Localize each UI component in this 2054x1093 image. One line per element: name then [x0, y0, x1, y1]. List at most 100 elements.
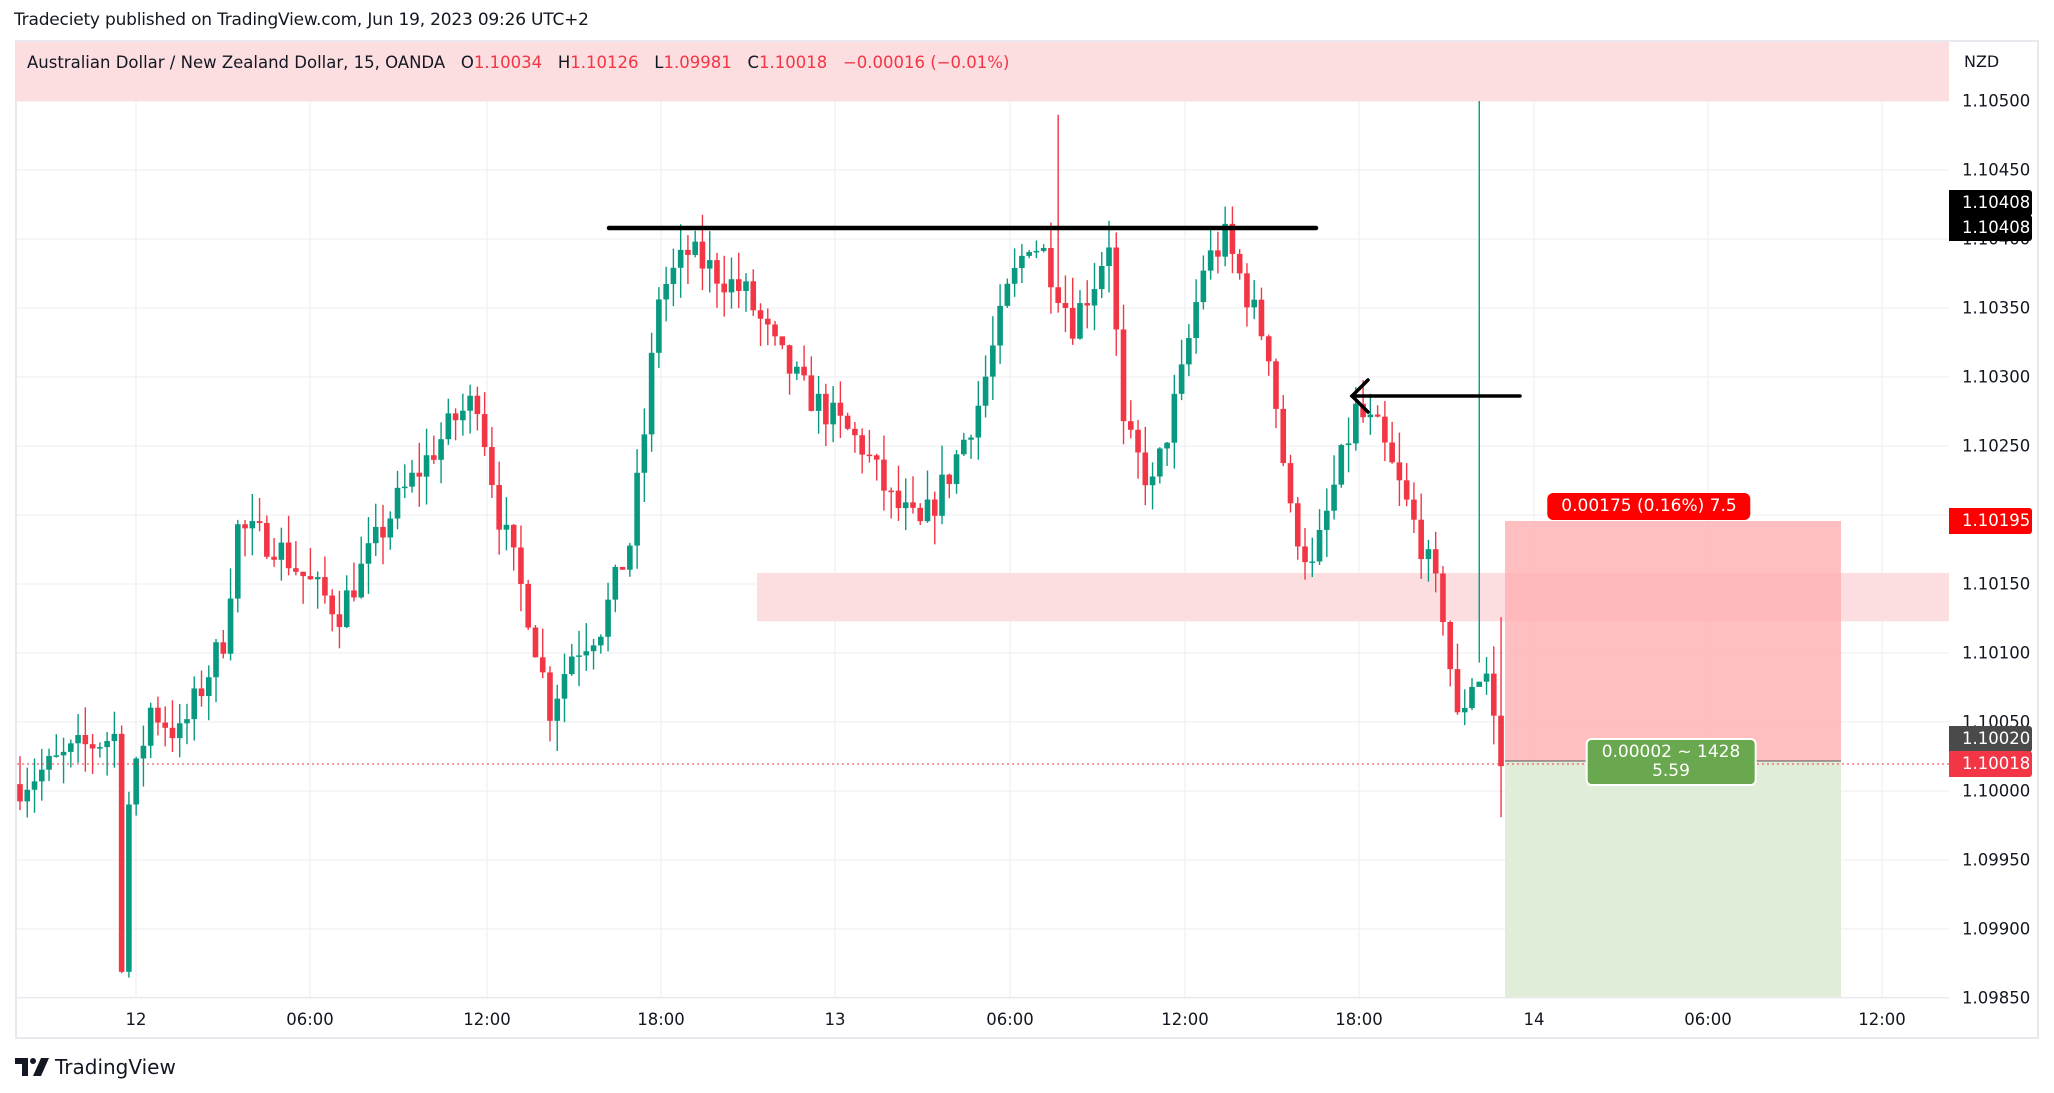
- candle-body: [118, 733, 125, 972]
- entry-label[interactable]: 0.00002 ~ 1428 5.59: [1585, 738, 1757, 786]
- candle-body: [844, 415, 851, 429]
- candle-body: [358, 563, 365, 598]
- candle-body: [764, 318, 771, 325]
- candle-body: [612, 566, 619, 600]
- candle-body: [191, 688, 198, 720]
- candle-body: [1033, 250, 1040, 253]
- candle-body: [474, 395, 481, 415]
- candle-body: [220, 642, 227, 654]
- candle-body: [881, 459, 887, 491]
- candle-body: [1309, 561, 1316, 563]
- candle-body: [329, 595, 335, 615]
- candle-body: [990, 345, 996, 377]
- candle-body: [1469, 686, 1475, 708]
- candle-body: [714, 260, 720, 284]
- price-tag-last: 1.10018: [1949, 751, 2032, 777]
- candle-body: [583, 651, 590, 656]
- time-tick-label: 13: [824, 1010, 846, 1029]
- price-tick-label: 1.09850: [1962, 988, 2031, 1008]
- candle-body: [1113, 247, 1120, 330]
- candle-body: [394, 487, 401, 519]
- time-tick-label: 12:00: [1161, 1010, 1209, 1029]
- open-value: 1.10034: [473, 53, 543, 72]
- candle-body: [213, 642, 219, 678]
- candle-body: [1265, 336, 1272, 362]
- candle-body: [794, 366, 800, 374]
- candle-body: [823, 393, 829, 425]
- candle-body: [815, 393, 822, 411]
- price-tick-label: 1.09900: [1962, 919, 2031, 939]
- candle-body: [1418, 519, 1424, 560]
- candle-body: [380, 526, 386, 538]
- candle-body: [60, 751, 67, 756]
- candle-body: [772, 324, 778, 337]
- time-tick-label: 18:00: [637, 1010, 685, 1029]
- candle-body: [1077, 303, 1083, 339]
- candle-body: [1215, 250, 1221, 257]
- time-tick-label: 06:00: [986, 1010, 1034, 1029]
- candle-body: [1294, 503, 1301, 547]
- candle-body: [1178, 364, 1185, 394]
- candle-body: [510, 524, 517, 548]
- candle-body: [982, 376, 989, 406]
- candle-body: [837, 402, 844, 416]
- time-tick-label: 12:00: [463, 1010, 511, 1029]
- candle-body: [1120, 329, 1127, 422]
- candle-body: [126, 804, 132, 972]
- candle-body: [1229, 223, 1236, 254]
- candle-body: [968, 437, 974, 440]
- candle-body: [133, 758, 139, 805]
- candle-body: [1345, 443, 1352, 446]
- candle-body: [525, 583, 531, 628]
- stop-loss-label[interactable]: 0.00175 (0.16%) 7.5: [1547, 493, 1751, 520]
- candle-body: [235, 524, 241, 599]
- low-label: L: [654, 53, 664, 72]
- candle-body: [1011, 267, 1018, 284]
- price-tick-label: 1.10250: [1962, 436, 2031, 456]
- candle-body: [1142, 452, 1149, 486]
- candle-body: [184, 719, 190, 724]
- candle-body: [619, 566, 626, 570]
- risk-area: [1505, 521, 1841, 761]
- tradingview-logo[interactable]: TradingView: [15, 1055, 176, 1079]
- price-tag-stop: 1.10195: [1949, 508, 2032, 534]
- candle-body: [278, 542, 285, 560]
- price-tag-resistance-line: 1.10408: [1949, 215, 2032, 241]
- close-label: C: [747, 53, 759, 72]
- candle-body: [1171, 393, 1178, 443]
- candle-body: [147, 707, 154, 746]
- symbol-name: Australian Dollar / New Zealand Dollar, …: [27, 53, 446, 72]
- candle-body: [786, 345, 793, 374]
- candle-body: [692, 241, 698, 255]
- candle-body: [728, 279, 735, 293]
- candle-body: [706, 260, 713, 269]
- time-tick-label: 12:00: [1858, 1010, 1906, 1029]
- candle-body: [939, 474, 945, 516]
- supply-zone: [15, 42, 1949, 101]
- candle-body: [322, 577, 328, 596]
- candle-body: [1353, 403, 1359, 444]
- candle-body: [401, 486, 408, 489]
- candle-body: [82, 735, 89, 745]
- symbol-legend: Australian Dollar / New Zealand Dollar, …: [27, 53, 1009, 72]
- candle-body: [1324, 510, 1330, 530]
- candle-body: [1019, 255, 1025, 268]
- candle-body: [249, 521, 256, 529]
- candle-body: [372, 526, 379, 544]
- time-tick-label: 12: [125, 1010, 147, 1029]
- price-tick-label: 1.10300: [1962, 367, 2031, 387]
- price-tag-resistance: 1.10408: [1949, 190, 2032, 216]
- candle-body: [431, 455, 437, 460]
- candle-body: [721, 283, 728, 293]
- candle-body: [271, 556, 277, 560]
- candle-body: [1186, 338, 1192, 365]
- candle-body: [1004, 283, 1011, 306]
- time-axis[interactable]: [15, 997, 1949, 1040]
- candle-body: [242, 524, 248, 529]
- close-value: 1.10018: [759, 53, 828, 72]
- candle-body: [343, 590, 350, 628]
- candle-body: [481, 414, 488, 448]
- candle-body: [931, 499, 938, 516]
- publisher-caption: Tradeciety published on TradingView.com,…: [14, 10, 589, 30]
